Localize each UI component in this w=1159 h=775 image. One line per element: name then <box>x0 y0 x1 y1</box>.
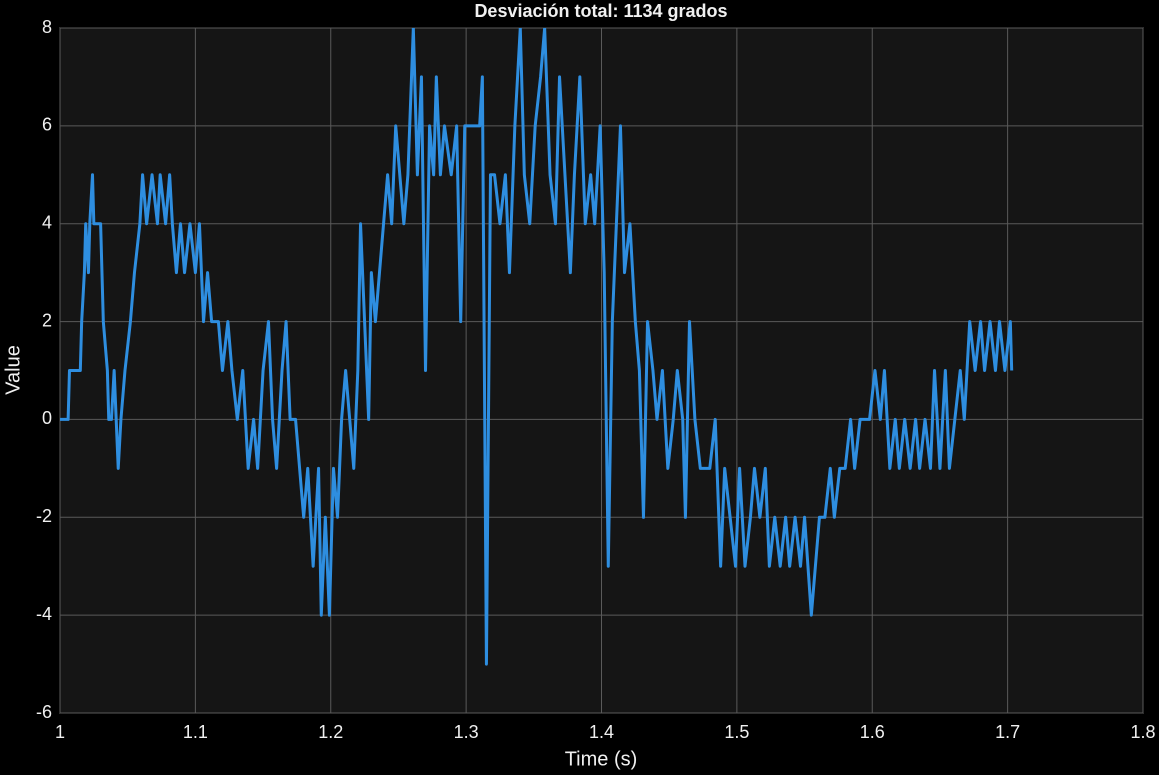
x-tick-label: 1.3 <box>454 722 479 742</box>
y-tick-label: 2 <box>42 310 52 330</box>
y-tick-label: -2 <box>36 506 52 526</box>
x-axis-label: Time (s) <box>565 748 638 770</box>
x-tick-label: 1.2 <box>318 722 343 742</box>
y-axis-label: Value <box>2 345 24 395</box>
y-tick-label: -4 <box>36 604 52 624</box>
data-line <box>60 28 1014 666</box>
x-tick-label: 1.6 <box>860 722 885 742</box>
y-tick-label: 8 <box>42 17 52 37</box>
x-tick-label: 1 <box>55 722 65 742</box>
x-tick-label: 1.8 <box>1130 722 1155 742</box>
x-tick-label: 1.1 <box>183 722 208 742</box>
y-tick-label: -6 <box>36 702 52 722</box>
y-tick-label: 4 <box>42 212 52 232</box>
chart-title: Desviación total: 1134 grados <box>474 1 727 21</box>
x-tick-label: 1.5 <box>724 722 749 742</box>
x-tick-label: 1.4 <box>589 722 614 742</box>
y-tick-label: 0 <box>42 408 52 428</box>
y-tick-label: 6 <box>42 115 52 135</box>
x-tick-label: 1.7 <box>995 722 1020 742</box>
